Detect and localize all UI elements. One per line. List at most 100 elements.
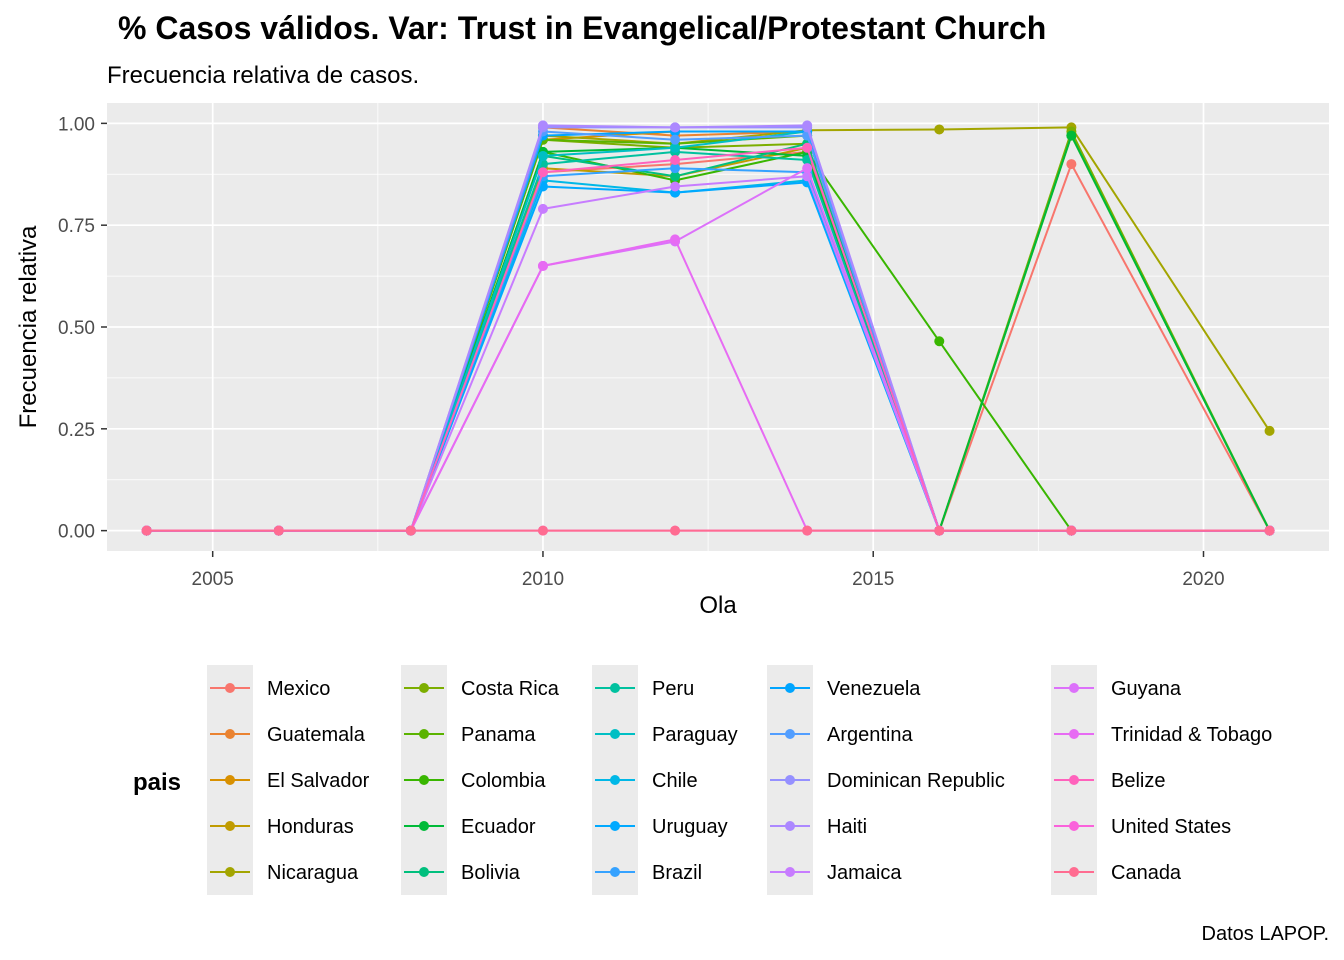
legend-label: United States [1111,816,1231,838]
legend-label: Mexico [267,678,330,700]
legend-label: Guyana [1111,678,1182,700]
legend-key-point [419,683,429,693]
y-tick-label: 1.00 [58,114,95,135]
legend-item: Bolivia [401,849,521,895]
data-point [537,167,548,178]
legend-item: Ecuador [401,803,536,849]
chart-caption: Datos LAPOP. [1202,923,1329,945]
legend-key-point [419,775,429,785]
legend-item: Nicaragua [207,849,359,895]
legend-item: Venezuela [767,665,921,711]
legend-key-point [610,867,620,877]
x-tick-label: 2005 [192,569,234,590]
chart-subtitle: Frecuencia relativa de casos. [107,62,419,89]
data-point [405,525,416,536]
legend-item: Guatemala [207,711,366,757]
data-point [537,120,548,131]
legend-key-point [419,821,429,831]
y-tick-label: 0.75 [58,216,95,237]
legend-label: Ecuador [461,816,536,838]
legend-label: Bolivia [461,862,521,884]
legend-key-point [785,821,795,831]
legend-label: Jamaica [827,862,902,884]
legend-label: Guatemala [267,724,366,746]
legend-key-point [1069,867,1079,877]
legend-key-point [785,775,795,785]
chart-title: % Casos válidos. Var: Trust in Evangelic… [118,10,1046,46]
legend-item: Jamaica [767,849,902,895]
legend-label: Costa Rica [461,678,560,700]
legend-item: Trinidad & Tobago [1051,711,1272,757]
series [141,525,1275,536]
data-point [1066,130,1077,141]
legend-label: Peru [652,678,694,700]
data-point [934,336,945,347]
y-axis-label: Frecuencia relativa [15,225,42,428]
legend-item: Peru [592,665,694,711]
data-point [670,181,681,192]
legend-key-point [785,867,795,877]
y-tick-label: 0.00 [58,522,95,543]
legend-label: Paraguay [652,724,738,746]
legend-item: Paraguay [592,711,738,757]
legend-label: Trinidad & Tobago [1111,724,1272,746]
legend-label: Colombia [461,770,546,792]
legend-key-point [225,729,235,739]
legend-label: Honduras [267,816,354,838]
x-tick-label: 2020 [1182,569,1224,590]
legend-key-point [610,775,620,785]
axis-layer: 2005 2010 2015 2020 0.00 0.25 0.50 0.75 1.00 [58,114,1225,590]
data-point [537,260,548,271]
legend-label: Dominican Republic [827,770,1005,792]
legend-key-point [1069,729,1079,739]
legend-item: Haiti [767,803,867,849]
data-point [802,142,813,153]
legend-label: Chile [652,770,698,792]
legend-key-point [610,729,620,739]
legend-item: Costa Rica [401,665,560,711]
data-point [670,163,681,174]
legend-item: Canada [1051,849,1182,895]
legend: Mexico Guatemala El Salvador Honduras Nicara… [207,665,1272,895]
legend-item: Brazil [592,849,702,895]
legend-item: Belize [1051,757,1165,803]
legend-label: Nicaragua [267,862,359,884]
legend-key-point [225,683,235,693]
data-point [1264,425,1275,436]
data-point [537,150,548,161]
legend-title: pais [133,769,181,796]
legend-key-point [225,821,235,831]
legend-key-point [419,867,429,877]
legend-key-point [785,683,795,693]
legend-key-point [610,683,620,693]
legend-key-point [610,821,620,831]
data-point [670,155,681,166]
data-point [537,203,548,214]
legend-label: El Salvador [267,770,370,792]
legend-key-point [1069,683,1079,693]
legend-label: Belize [1111,770,1165,792]
legend-label: Panama [461,724,536,746]
data-point [670,134,681,145]
legend-item: Mexico [207,665,330,711]
data-point [670,142,681,153]
legend-item: Dominican Republic [767,757,1005,803]
data-point [670,171,681,182]
data-point [670,122,681,133]
data-point [934,124,945,135]
data-point [802,120,813,131]
data-point [802,163,813,174]
legend-item: Chile [592,757,698,803]
data-point [802,525,813,536]
legend-key-point [1069,775,1079,785]
legend-key-point [225,867,235,877]
data-point [670,234,681,245]
data-point [141,525,152,536]
legend-item: Panama [401,711,536,757]
legend-label: Brazil [652,862,702,884]
data-point [670,525,681,536]
y-tick-label: 0.50 [58,318,95,339]
y-tick-label: 0.25 [58,420,95,441]
data-point [1066,525,1077,536]
